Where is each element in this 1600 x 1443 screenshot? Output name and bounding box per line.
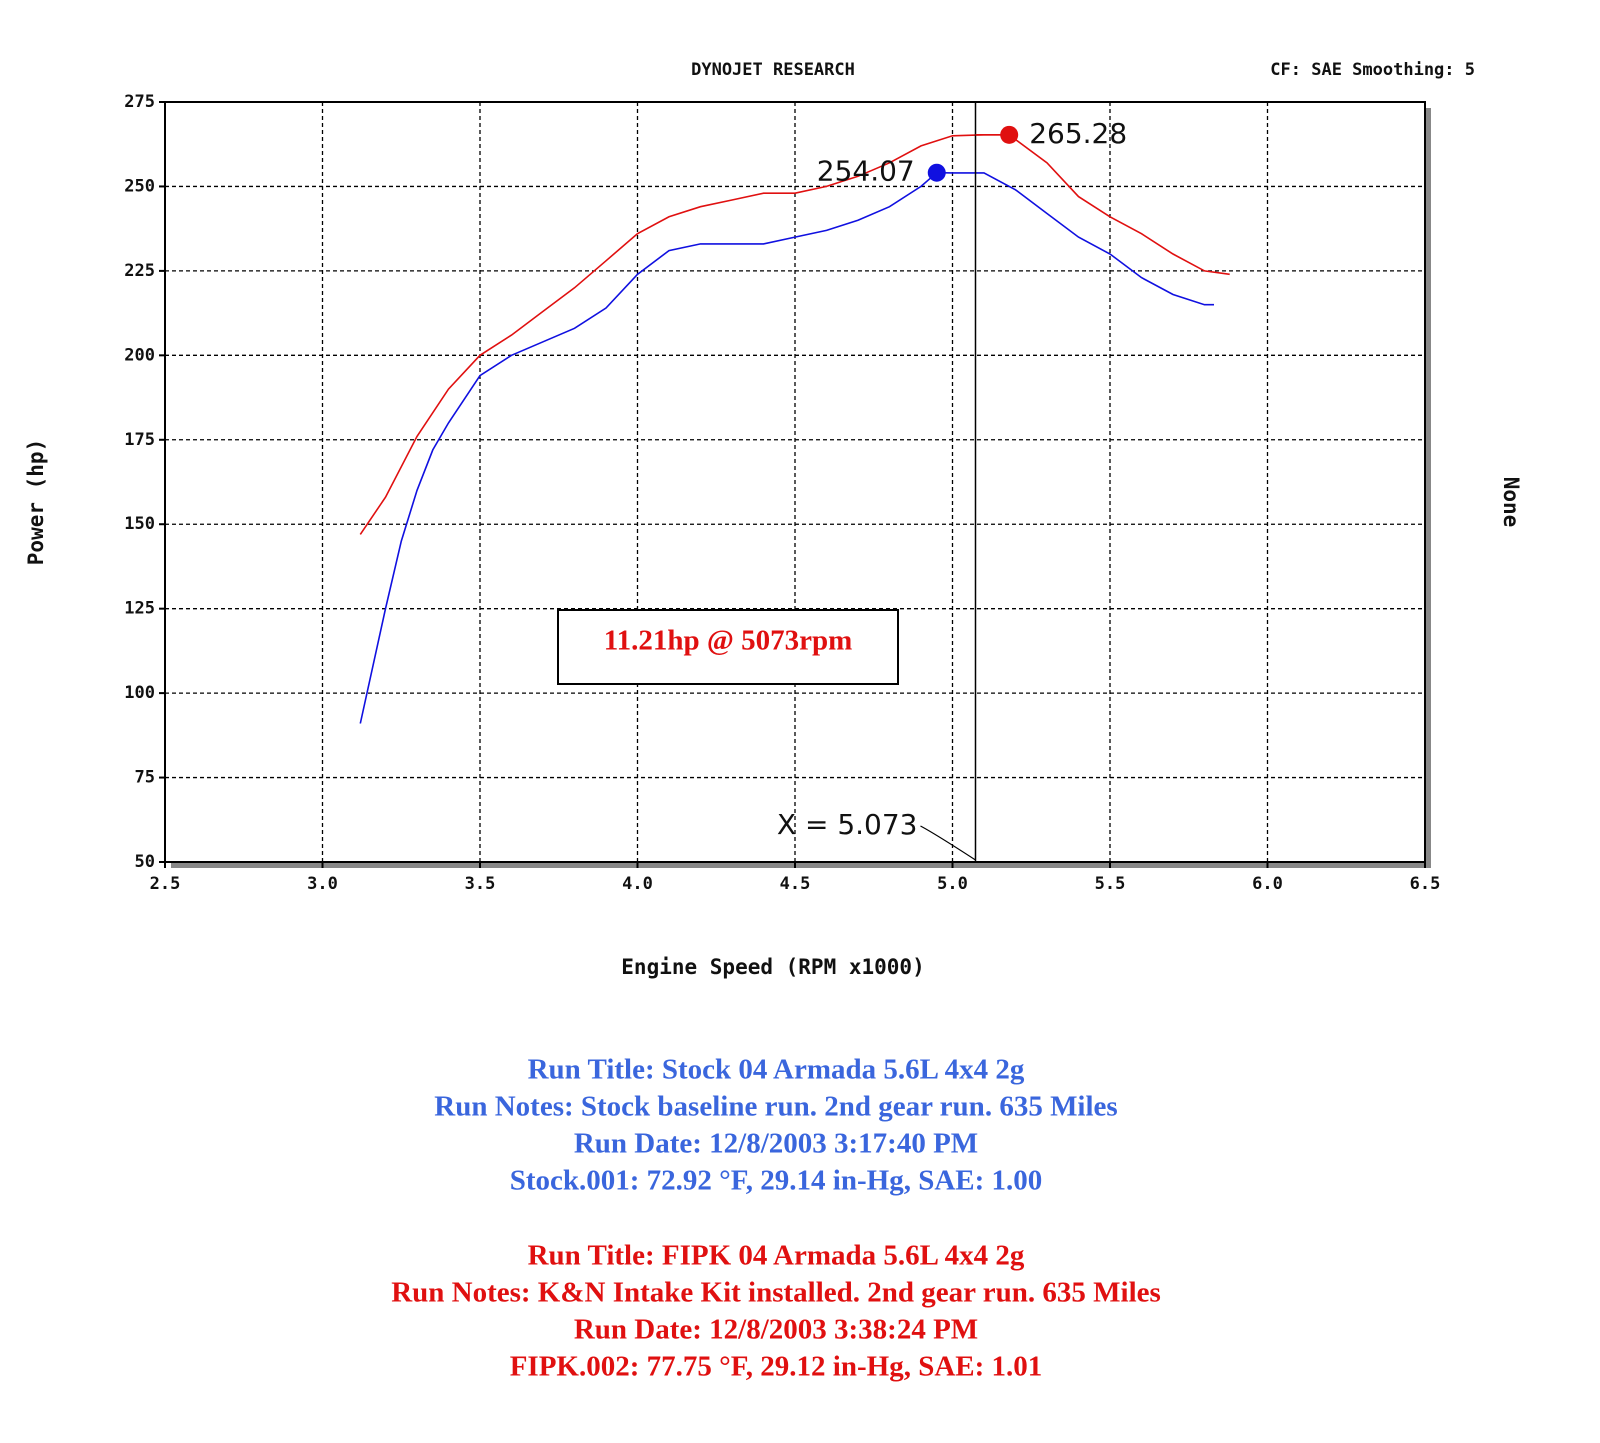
series-line xyxy=(359,134,1230,535)
y-tick-label: 225 xyxy=(124,261,155,281)
x-tick-label: 6.5 xyxy=(1410,874,1441,894)
x-tick-label: 4.5 xyxy=(780,874,811,894)
peak-label: 254.07 xyxy=(817,155,915,188)
run-info-line: Stock.001: 72.92 °F, 29.14 in-Hg, SAE: 1… xyxy=(510,1165,1043,1197)
y-tick-label: 150 xyxy=(124,514,155,534)
peak-marker xyxy=(927,163,946,182)
note-box xyxy=(557,609,899,685)
x-axis-title: Engine Speed (RPM x1000) xyxy=(621,955,924,979)
cursor-pointer xyxy=(920,825,976,861)
run-info-line: Run Title: FIPK 04 Armada 5.6L 4x4 2g xyxy=(528,1240,1025,1272)
x-tick-label: 2.5 xyxy=(150,874,181,894)
x-tick-label: 5.0 xyxy=(937,874,968,894)
y-tick-label: 175 xyxy=(124,430,155,450)
y-tick-label: 75 xyxy=(135,768,155,788)
x-tick-label: 4.0 xyxy=(622,874,653,894)
run-info-line: Run Date: 12/8/2003 3:38:24 PM xyxy=(574,1314,978,1346)
y-tick-label: 250 xyxy=(124,176,155,196)
x-tick-label: 3.5 xyxy=(465,874,496,894)
x-tick-label: 5.5 xyxy=(1095,874,1126,894)
run-info: Run Title: Stock 04 Armada 5.6L 4x4 2g Ru… xyxy=(391,1054,1161,1383)
run-info-line: Run Notes: Stock baseline run. 2nd gear … xyxy=(434,1091,1117,1123)
y-tick-label: 275 xyxy=(124,92,155,112)
y-tick-label: 100 xyxy=(124,683,155,703)
y2-axis-title: None xyxy=(1499,477,1523,528)
y-tick-label: 125 xyxy=(124,599,155,619)
chart-subtitle: CF: SAE Smoothing: 5 xyxy=(1270,60,1475,80)
run-info-line: Run Notes: K&N Intake Kit installed. 2nd… xyxy=(391,1277,1161,1309)
plot-area: 50 75 100 125 150 175 200 225 250 275 2.5 3.0 3.5 4.0… xyxy=(124,92,1440,894)
run-info-line: FIPK.002: 77.75 °F, 29.12 in-Hg, SAE: 1.… xyxy=(510,1351,1043,1383)
x-tick-label: 6.0 xyxy=(1252,874,1283,894)
x-tick-label: 3.0 xyxy=(307,874,338,894)
peak-marker xyxy=(1000,125,1019,144)
y-tick-label: 200 xyxy=(124,345,155,365)
chart-title: DYNOJET RESEARCH xyxy=(691,60,855,80)
run-info-line: Run Date: 12/8/2003 3:17:40 PM xyxy=(574,1128,978,1160)
run-info-line: Run Title: Stock 04 Armada 5.6L 4x4 2g xyxy=(528,1054,1025,1086)
y-tick-label: 50 xyxy=(135,852,155,872)
series-line xyxy=(359,171,1214,724)
note-text: 11.21hp @ 5073rpm xyxy=(604,625,853,657)
peak-label: 265.28 xyxy=(1029,117,1127,150)
y-axis-title: Power (hp) xyxy=(24,439,48,565)
cursor-label: X = 5.073 xyxy=(777,808,918,841)
